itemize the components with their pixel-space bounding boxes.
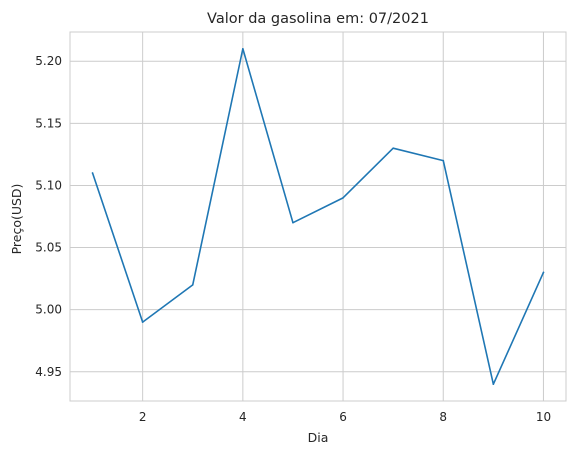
y-axis-label: Preço(USD) [9, 184, 24, 255]
chart-title: Valor da gasolina em: 07/2021 [207, 11, 429, 27]
x-tick-label: 10 [536, 410, 551, 424]
data-point [392, 147, 394, 149]
data-point [492, 383, 495, 386]
x-tick-label: 8 [439, 410, 447, 424]
data-point [292, 221, 294, 224]
series-layer [91, 47, 545, 386]
data-point [141, 321, 144, 323]
grid-lines [70, 32, 566, 401]
data-point [191, 284, 194, 286]
x-tick-label: 6 [339, 410, 347, 424]
x-tick-labels: 2 4 6 8 10 [139, 410, 551, 424]
plot-area-frame [69, 31, 567, 402]
y-tick-label: 5.10 [35, 178, 62, 192]
data-point [91, 172, 94, 174]
x-axis-label: Dia [308, 430, 329, 445]
series-line [91, 47, 545, 386]
x-tick-label: 2 [139, 410, 147, 424]
data-point [542, 271, 545, 274]
x-tick-label: 4 [239, 410, 247, 424]
y-tick-label: 5.20 [35, 54, 62, 68]
y-tick-label: 5.00 [35, 303, 62, 317]
data-point [442, 159, 445, 162]
y-tick-label: 5.05 [35, 241, 62, 255]
data-point [242, 47, 244, 50]
data-point [342, 197, 344, 199]
y-tick-labels: 4.95 5.00 5.05 5.10 5.15 5.20 [35, 54, 62, 379]
y-tick-label: 4.95 [35, 365, 62, 379]
y-tick-label: 5.15 [35, 116, 62, 130]
